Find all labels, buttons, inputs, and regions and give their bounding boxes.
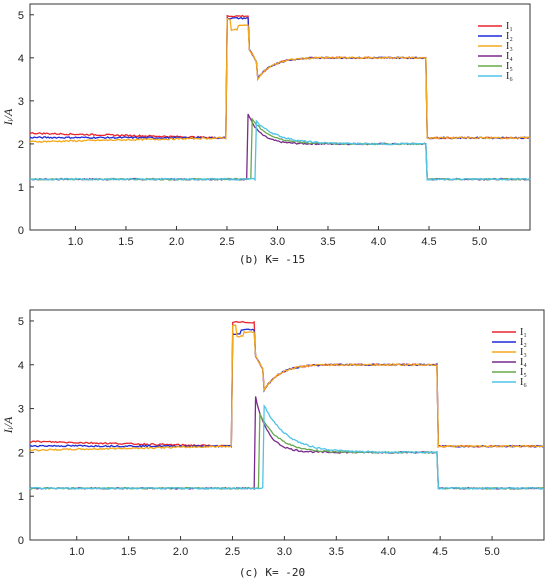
- legend-entry-2: I₂: [520, 337, 527, 348]
- y-axis-label: Iᵢ/A: [1, 108, 15, 126]
- series-line-1: [29, 14, 531, 140]
- x-tick-label: 4.5: [421, 236, 436, 248]
- legend-entry-1: I₁: [520, 327, 527, 338]
- x-tick-label: 2.0: [169, 236, 184, 248]
- x-tick-label: 5.0: [472, 236, 487, 248]
- legend-entry-1: I₁: [506, 21, 513, 32]
- panel-caption: (c) K= -20: [239, 566, 305, 579]
- x-tick-label: 1.0: [68, 236, 83, 248]
- y-tick-label: 3: [18, 404, 24, 416]
- series-line-3: [29, 324, 545, 452]
- y-axis-label: Iᵢ/A: [1, 416, 15, 434]
- x-tick-label: 4.0: [371, 236, 386, 248]
- y-tick-label: 5: [18, 10, 24, 22]
- series-line-3: [29, 17, 531, 143]
- panel-caption: (b) K= -15: [239, 253, 305, 266]
- y-tick-label: 4: [18, 360, 24, 372]
- x-tick-label: 4.0: [381, 546, 396, 558]
- legend-entry-4: I₄: [506, 51, 513, 62]
- legend-entry-6: I₆: [506, 71, 513, 82]
- series-line-4: [29, 113, 531, 181]
- series-line-6: [29, 404, 545, 490]
- legend-entry-3: I₃: [506, 41, 513, 52]
- x-tick-label: 3.5: [320, 236, 335, 248]
- y-tick-label: 2: [18, 139, 24, 151]
- plot-frame: [29, 3, 531, 231]
- x-tick-label: 2.5: [225, 546, 240, 558]
- legend-entry-3: I₃: [520, 347, 527, 358]
- legend-entry-2: I₂: [506, 31, 513, 42]
- series-line-2: [29, 328, 545, 448]
- legend-entry-6: I₆: [520, 377, 527, 388]
- y-tick-label: 3: [18, 96, 24, 108]
- x-tick-label: 1.0: [69, 546, 84, 558]
- x-tick-label: 5.0: [484, 546, 499, 558]
- x-tick-label: 3.0: [277, 546, 292, 558]
- series-line-4: [29, 396, 545, 490]
- x-tick-label: 4.5: [433, 546, 448, 558]
- x-tick-label: 3.0: [270, 236, 285, 248]
- x-tick-label: 1.5: [121, 546, 136, 558]
- y-tick-label: 5: [18, 316, 24, 328]
- y-tick-label: 1: [18, 491, 24, 503]
- x-tick-label: 2.0: [173, 546, 188, 558]
- y-tick-label: 1: [18, 182, 24, 194]
- y-tick-label: 0: [18, 225, 24, 237]
- x-tick-label: 2.5: [219, 236, 234, 248]
- series-line-5: [29, 117, 531, 181]
- x-tick-label: 1.5: [118, 236, 133, 248]
- series-line-1: [29, 320, 545, 449]
- y-tick-label: 0: [18, 535, 24, 547]
- legend-entry-5: I₅: [506, 61, 513, 72]
- series-line-5: [29, 413, 545, 490]
- series-line-2: [29, 16, 531, 140]
- y-tick-label: 4: [18, 53, 24, 65]
- y-tick-label: 2: [18, 447, 24, 459]
- series-line-6: [29, 119, 531, 182]
- legend-entry-5: I₅: [520, 367, 527, 378]
- plot-frame: [29, 309, 545, 541]
- legend-entry-4: I₄: [520, 357, 527, 368]
- x-tick-label: 3.5: [329, 546, 344, 558]
